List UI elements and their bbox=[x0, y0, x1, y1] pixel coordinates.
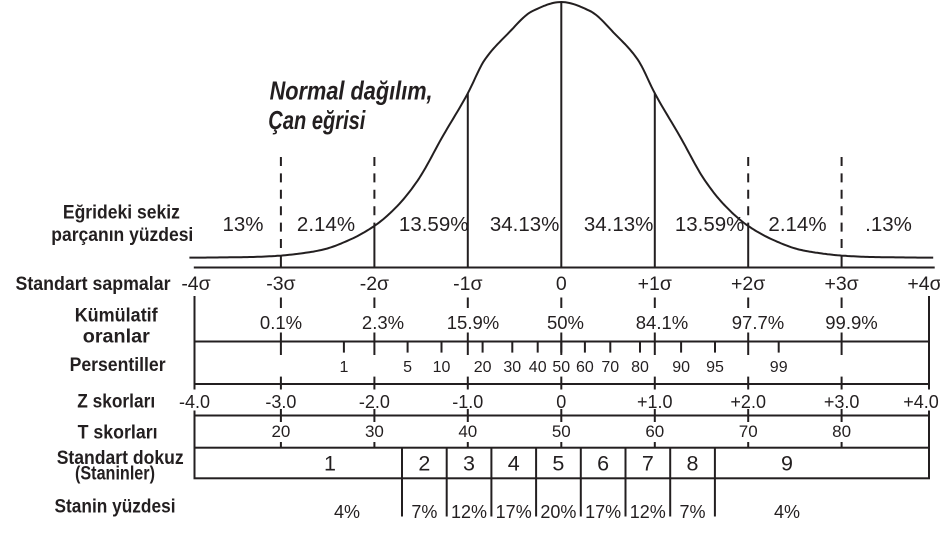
svg-text:-1σ: -1σ bbox=[453, 273, 482, 295]
svg-text:20%: 20% bbox=[540, 502, 576, 522]
svg-text:3: 3 bbox=[463, 452, 475, 476]
svg-text:Z skorları: Z skorları bbox=[77, 390, 155, 412]
svg-text:8: 8 bbox=[687, 452, 699, 476]
svg-text:+2.0: +2.0 bbox=[730, 392, 766, 412]
svg-text:.13%: .13% bbox=[865, 213, 912, 236]
svg-text:20: 20 bbox=[271, 422, 290, 441]
svg-text:30: 30 bbox=[365, 422, 384, 441]
svg-text:1: 1 bbox=[324, 452, 336, 476]
svg-text:0: 0 bbox=[556, 273, 567, 295]
svg-text:1: 1 bbox=[339, 359, 348, 376]
svg-text:30: 30 bbox=[503, 359, 521, 376]
svg-text:99: 99 bbox=[770, 359, 788, 376]
svg-text:0.1%: 0.1% bbox=[260, 312, 302, 333]
svg-text:34.13%: 34.13% bbox=[490, 213, 560, 236]
svg-text:99.9%: 99.9% bbox=[825, 312, 877, 333]
svg-text:12%: 12% bbox=[630, 502, 666, 522]
svg-text:9: 9 bbox=[781, 452, 793, 476]
svg-text:40: 40 bbox=[529, 359, 547, 376]
svg-text:Stanin yüzdesi: Stanin yüzdesi bbox=[55, 495, 176, 517]
svg-text:4%: 4% bbox=[774, 502, 800, 522]
svg-text:7%: 7% bbox=[411, 502, 437, 522]
svg-text:50: 50 bbox=[552, 422, 571, 441]
svg-text:7%: 7% bbox=[679, 502, 705, 522]
svg-text:80: 80 bbox=[631, 359, 649, 376]
svg-text:90: 90 bbox=[672, 359, 690, 376]
svg-text:7: 7 bbox=[642, 452, 654, 476]
svg-text:5: 5 bbox=[403, 359, 412, 376]
svg-text:6: 6 bbox=[597, 452, 609, 476]
svg-text:Çan eğrisi: Çan eğrisi bbox=[268, 105, 366, 135]
svg-text:95: 95 bbox=[706, 359, 724, 376]
svg-text:-4σ: -4σ bbox=[181, 273, 210, 295]
svg-text:T skorları: T skorları bbox=[78, 421, 158, 443]
svg-text:Kümülatif: Kümülatif bbox=[75, 305, 158, 327]
svg-text:60: 60 bbox=[645, 422, 664, 441]
svg-text:2.3%: 2.3% bbox=[362, 312, 404, 333]
svg-text:+1σ: +1σ bbox=[638, 273, 672, 295]
svg-text:oranlar: oranlar bbox=[83, 325, 150, 347]
svg-text:-3σ: -3σ bbox=[266, 273, 295, 295]
svg-text:+2σ: +2σ bbox=[731, 273, 765, 295]
svg-text:15.9%: 15.9% bbox=[447, 312, 499, 333]
svg-text:+4σ: +4σ bbox=[907, 273, 940, 295]
svg-text:34.13%: 34.13% bbox=[584, 213, 654, 236]
svg-text:2.14%: 2.14% bbox=[768, 213, 826, 236]
svg-text:-3.0: -3.0 bbox=[265, 392, 296, 412]
svg-text:Standart sapmalar: Standart sapmalar bbox=[16, 273, 171, 295]
svg-text:+3σ: +3σ bbox=[824, 273, 858, 295]
svg-text:60: 60 bbox=[576, 359, 594, 376]
svg-text:17%: 17% bbox=[585, 502, 621, 522]
svg-text:(Staninler): (Staninler) bbox=[75, 463, 155, 485]
svg-text:Standart dokuz: Standart dokuz bbox=[57, 447, 184, 469]
svg-text:2: 2 bbox=[418, 452, 430, 476]
svg-text:12%: 12% bbox=[451, 502, 487, 522]
svg-text:50: 50 bbox=[552, 359, 570, 376]
svg-text:0: 0 bbox=[556, 392, 566, 412]
svg-text:84.1%: 84.1% bbox=[636, 312, 688, 333]
svg-text:70: 70 bbox=[739, 422, 758, 441]
svg-text:13%: 13% bbox=[222, 213, 263, 236]
svg-text:Normal dağılım,: Normal dağılım, bbox=[270, 76, 433, 106]
svg-text:Eğrideki sekiz: Eğrideki sekiz bbox=[63, 202, 180, 224]
svg-text:parçanın yüzdesi: parçanın yüzdesi bbox=[51, 224, 193, 246]
svg-text:-4.0: -4.0 bbox=[179, 392, 210, 412]
svg-text:-2.0: -2.0 bbox=[359, 392, 390, 412]
svg-text:50%: 50% bbox=[547, 312, 584, 333]
svg-text:-2σ: -2σ bbox=[360, 273, 389, 295]
svg-text:13.59%: 13.59% bbox=[399, 213, 469, 236]
svg-text:4%: 4% bbox=[334, 502, 360, 522]
svg-text:+3.0: +3.0 bbox=[824, 392, 860, 412]
svg-text:13.59%: 13.59% bbox=[675, 213, 745, 236]
svg-text:+1.0: +1.0 bbox=[637, 392, 673, 412]
svg-text:80: 80 bbox=[832, 422, 851, 441]
svg-text:2.14%: 2.14% bbox=[297, 213, 355, 236]
svg-text:17%: 17% bbox=[496, 502, 532, 522]
svg-text:5: 5 bbox=[552, 452, 564, 476]
svg-text:97.7%: 97.7% bbox=[732, 312, 784, 333]
svg-text:4: 4 bbox=[508, 452, 520, 476]
svg-text:Persentiller: Persentiller bbox=[70, 354, 166, 376]
svg-text:-1.0: -1.0 bbox=[452, 392, 483, 412]
svg-text:70: 70 bbox=[601, 359, 619, 376]
svg-text:+4.0: +4.0 bbox=[903, 392, 939, 412]
svg-text:20: 20 bbox=[474, 359, 492, 376]
svg-text:40: 40 bbox=[458, 422, 477, 441]
svg-text:10: 10 bbox=[433, 359, 451, 376]
